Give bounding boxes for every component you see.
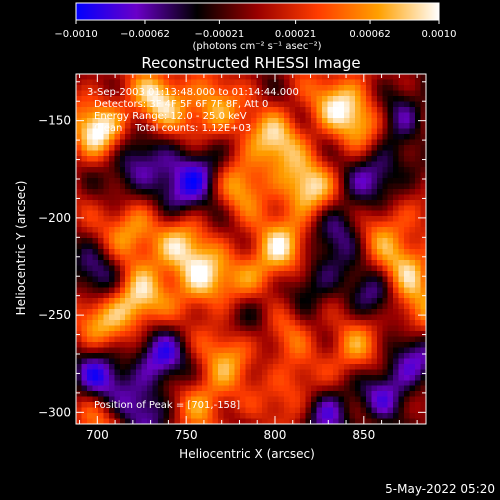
- x-axis-label: Heliocentric X (arcsec): [179, 447, 315, 461]
- annotations: 3-Sep-2003 01:13:48.000 to 01:14:44.000 …: [87, 87, 299, 411]
- y-tick-label: −300: [38, 405, 71, 419]
- colorbar-tick-label: −0.00062: [120, 29, 170, 40]
- chart-title: Reconstructed RHESSI Image: [141, 54, 360, 72]
- y-tick-label: −150: [38, 114, 71, 128]
- y-tick-label: −250: [38, 308, 71, 322]
- colorbar-tick-label: 0.0010: [422, 29, 457, 40]
- colorbar-ticks: −0.0010 −0.00062 −0.00021 0.00021 0.00062 0.0…: [54, 20, 457, 40]
- y-tick-label: −200: [38, 211, 71, 225]
- annotation-energy-range: Energy Range: 12.0 - 25.0 keV: [94, 111, 247, 122]
- annotation-time-range: 3-Sep-2003 01:13:48.000 to 01:14:44.000: [87, 87, 299, 98]
- colorbar-tick-label: 0.00021: [275, 29, 316, 40]
- footer-date: 5-May-2022 05:20: [385, 482, 495, 496]
- x-tick-label: 700: [86, 428, 109, 442]
- colorbar-units-label: (photons cm⁻² s⁻¹ asec⁻²): [192, 41, 321, 52]
- annotation-clean-counts: Clean Total counts: 1.12E+03: [94, 123, 251, 134]
- heatmap-raster: [76, 74, 426, 424]
- colorbar-tick-label: −0.00021: [195, 29, 245, 40]
- colorbar-tick-label: −0.0010: [54, 29, 97, 40]
- plot-frame: [75, 73, 427, 425]
- axis-ticks: 700 750 800 850 −150 −200 −250 −300: [38, 74, 426, 442]
- x-tick-label: 850: [352, 428, 375, 442]
- annotation-peak-position: Position of Peak = [701,-158]: [94, 400, 240, 411]
- annotation-detectors: Detectors: 3F 4F 5F 6F 7F 8F, Att 0: [94, 99, 268, 110]
- colorbar: −0.0010 −0.00062 −0.00021 0.00021 0.00062 0.0…: [54, 2, 457, 52]
- x-tick-label: 750: [175, 428, 198, 442]
- heatmap-image: [76, 74, 426, 424]
- colorbar-gradient: [75, 2, 440, 21]
- y-axis-label: Heliocentric Y (arcsec): [14, 181, 28, 316]
- x-tick-label: 800: [264, 428, 287, 442]
- colorbar-tick-label: 0.00062: [349, 29, 390, 40]
